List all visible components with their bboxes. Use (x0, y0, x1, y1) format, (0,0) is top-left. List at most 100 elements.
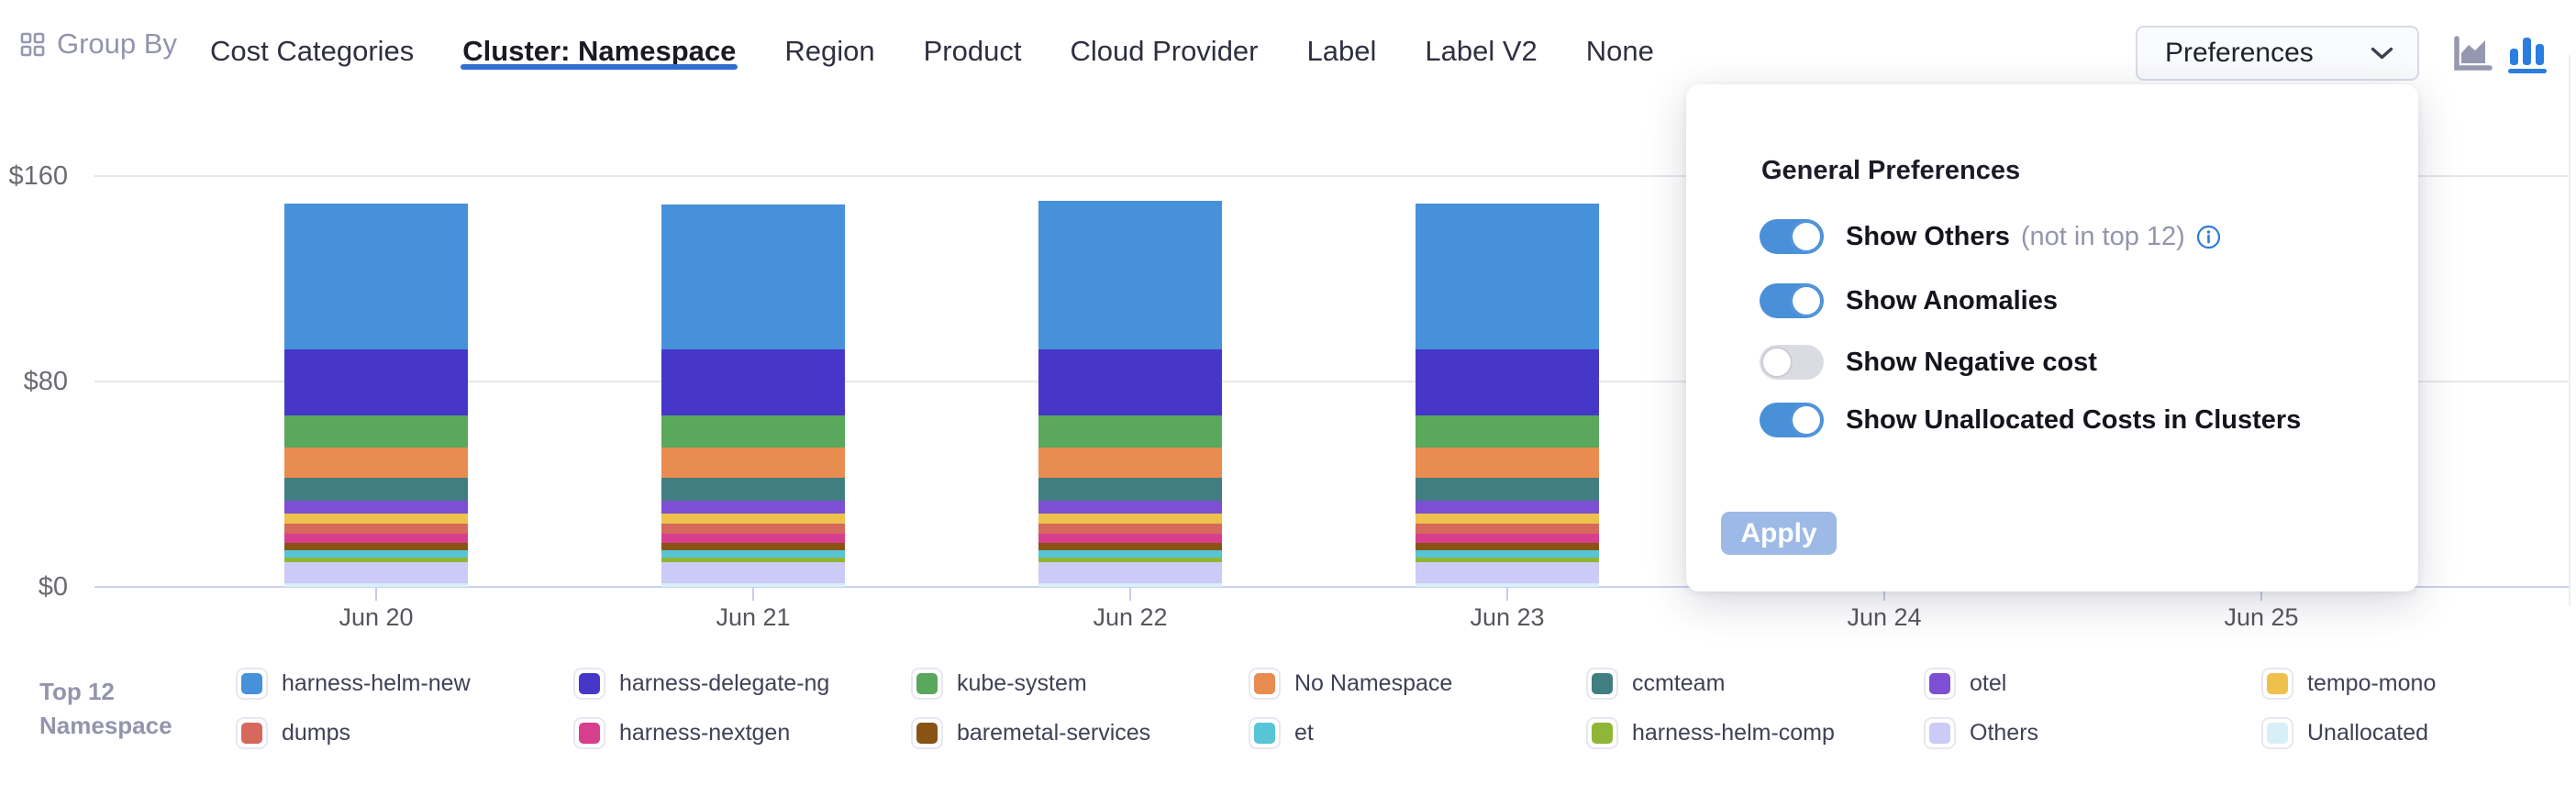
segment-et[interactable] (1038, 550, 1222, 558)
bar-jun-23[interactable] (1416, 203, 1599, 587)
segment-ccmteam[interactable] (1416, 478, 1599, 502)
segment-others[interactable] (1038, 562, 1222, 583)
tab-cluster-namespace[interactable]: Cluster: Namespace (461, 7, 738, 94)
segment-et[interactable] (284, 550, 468, 558)
legend-item-et[interactable]: et (1249, 717, 1586, 749)
legend-item-no-namespace[interactable]: No Namespace (1249, 668, 1586, 700)
segment-harness-helm-new[interactable] (1416, 203, 1599, 350)
segment-tempo-mono[interactable] (1416, 513, 1599, 524)
segment-harness-helm-new[interactable] (284, 203, 468, 350)
legend-item-otel[interactable]: otel (1924, 668, 2261, 700)
segment-kube-system[interactable] (661, 415, 845, 448)
legend-swatch (2261, 717, 2293, 749)
segment-harness-nextgen[interactable] (1416, 534, 1599, 543)
bar-jun-22[interactable] (1038, 200, 1222, 587)
legend-item-harness-delegate-ng[interactable]: harness-delegate-ng (573, 668, 911, 700)
segment-baremetal-services[interactable] (661, 542, 845, 551)
segment-kube-system[interactable] (1038, 415, 1222, 448)
segment-otel[interactable] (284, 501, 468, 514)
tab-label[interactable]: Label (1306, 35, 1377, 67)
segment-otel[interactable] (1038, 501, 1222, 514)
bar-jun-21[interactable] (661, 204, 845, 587)
segment-dumps[interactable] (1416, 523, 1599, 535)
legend-item-harness-nextgen[interactable]: harness-nextgen (573, 717, 911, 749)
legend-item-kube-system[interactable]: kube-system (911, 668, 1249, 700)
group-by-tabs: Cost Categories Cluster: Namespace Region P… (208, 0, 1656, 101)
segment-no-namespace[interactable] (1038, 447, 1222, 479)
segment-tempo-mono[interactable] (284, 513, 468, 524)
segment-harness-delegate-ng[interactable] (284, 349, 468, 415)
x-axis-label-jun-24: Jun 24 (1847, 603, 1922, 631)
bar-jun-20[interactable] (284, 203, 468, 587)
segment-et[interactable] (661, 550, 845, 558)
legend-item-others[interactable]: Others (1924, 717, 2261, 749)
chart-view-switcher (2451, 35, 2548, 73)
info-icon[interactable] (2196, 225, 2221, 249)
segment-otel[interactable] (1416, 501, 1599, 514)
segment-others[interactable] (1416, 562, 1599, 583)
segment-tempo-mono[interactable] (1038, 513, 1222, 524)
segment-harness-helm-comp[interactable] (1038, 557, 1222, 563)
segment-unallocated[interactable] (284, 582, 468, 587)
segment-others[interactable] (661, 562, 845, 583)
toggle-switch-on[interactable] (1760, 219, 1824, 254)
segment-harness-delegate-ng[interactable] (661, 349, 845, 415)
segment-harness-helm-new[interactable] (1038, 200, 1222, 350)
tab-none[interactable]: None (1585, 35, 1654, 67)
segment-harness-delegate-ng[interactable] (1416, 349, 1599, 415)
segment-harness-helm-comp[interactable] (1416, 557, 1599, 563)
tab-cloud-provider[interactable]: Cloud Provider (1070, 35, 1259, 67)
legend-title-line2: Namespace (39, 712, 172, 739)
segment-tempo-mono[interactable] (661, 513, 845, 524)
segment-harness-helm-new[interactable] (661, 204, 845, 350)
segment-ccmteam[interactable] (661, 478, 845, 502)
toggle-switch-on[interactable] (1760, 403, 1824, 437)
gridline-160 (94, 175, 2570, 177)
tab-region[interactable]: Region (784, 35, 875, 67)
legend-item-tempo-mono[interactable]: tempo-mono (2261, 668, 2576, 700)
preferences-dropdown-button[interactable]: Preferences (2136, 26, 2419, 81)
segment-others[interactable] (284, 562, 468, 583)
legend-item-baremetal-services[interactable]: baremetal-services (911, 717, 1249, 749)
segment-dumps[interactable] (1038, 523, 1222, 535)
toggle-switch-on[interactable] (1760, 283, 1824, 318)
legend-item-harness-helm-new[interactable]: harness-helm-new (236, 668, 573, 700)
segment-harness-nextgen[interactable] (1038, 534, 1222, 543)
legend-swatch (573, 717, 605, 749)
segment-harness-delegate-ng[interactable] (1038, 349, 1222, 415)
segment-unallocated[interactable] (1038, 582, 1222, 587)
x-tick (1129, 588, 1131, 601)
segment-dumps[interactable] (661, 523, 845, 535)
area-chart-icon[interactable] (2451, 35, 2493, 73)
apply-button[interactable]: Apply (1721, 512, 1837, 555)
segment-otel[interactable] (661, 501, 845, 514)
segment-no-namespace[interactable] (284, 447, 468, 479)
segment-ccmteam[interactable] (1038, 478, 1222, 502)
legend-item-ccmteam[interactable]: ccmteam (1586, 668, 1924, 700)
bar-chart-icon[interactable] (2506, 35, 2548, 73)
toggle-switch-off[interactable] (1760, 345, 1824, 380)
segment-et[interactable] (1416, 550, 1599, 558)
segment-harness-nextgen[interactable] (284, 534, 468, 543)
segment-kube-system[interactable] (284, 415, 468, 448)
segment-harness-helm-comp[interactable] (284, 557, 468, 563)
segment-harness-helm-comp[interactable] (661, 557, 845, 563)
tab-label-v2[interactable]: Label V2 (1425, 35, 1538, 67)
segment-ccmteam[interactable] (284, 478, 468, 502)
segment-harness-nextgen[interactable] (661, 534, 845, 543)
segment-baremetal-services[interactable] (1038, 542, 1222, 551)
segment-unallocated[interactable] (1416, 582, 1599, 587)
legend-label: tempo-mono (2307, 670, 2437, 696)
legend-item-harness-helm-comp[interactable]: harness-helm-comp (1586, 717, 1924, 749)
tab-cost-categories[interactable]: Cost Categories (210, 35, 415, 67)
legend-item-dumps[interactable]: dumps (236, 717, 573, 749)
segment-unallocated[interactable] (661, 582, 845, 587)
segment-kube-system[interactable] (1416, 415, 1599, 448)
segment-baremetal-services[interactable] (284, 542, 468, 551)
tab-product[interactable]: Product (923, 35, 1022, 67)
legend-item-unallocated[interactable]: Unallocated (2261, 717, 2576, 749)
segment-no-namespace[interactable] (1416, 447, 1599, 479)
segment-dumps[interactable] (284, 523, 468, 535)
segment-no-namespace[interactable] (661, 447, 845, 479)
segment-baremetal-services[interactable] (1416, 542, 1599, 551)
